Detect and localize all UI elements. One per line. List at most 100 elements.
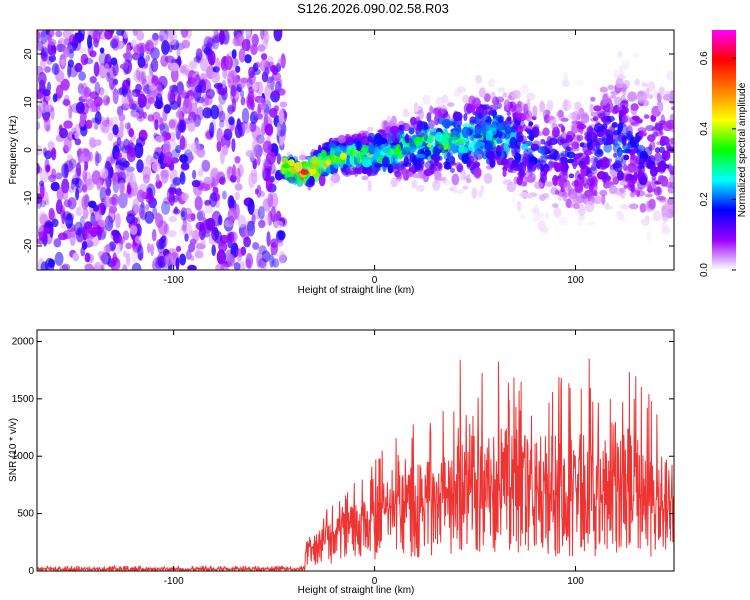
spectrogram-cell: [128, 103, 138, 110]
spectrogram-cell: [478, 190, 483, 198]
spectrogram-cell: [349, 156, 355, 165]
spectrogram-cell: [60, 58, 66, 66]
spectrogram-cell: [247, 199, 255, 215]
spectrogram-cell: [484, 140, 493, 152]
snr-x-label: Height of straight line (km): [298, 585, 415, 596]
spectrogram-cell: [204, 204, 214, 214]
spectrogram-cell: [463, 113, 468, 121]
spectrogram-cell: [231, 97, 236, 112]
spectrogram-cell: [530, 143, 540, 151]
spectrogram-cell: [526, 99, 531, 111]
spectrogram-cell: [168, 162, 175, 171]
spectrogram-cell: [37, 40, 44, 51]
spectrogram-cell: [151, 229, 157, 242]
spectrogram-cell: [497, 87, 506, 93]
spectrogram-cell: [488, 104, 499, 112]
spectrogram-cell: [112, 60, 119, 76]
spectrogram-cell: [81, 184, 88, 193]
spectrogram-cell: [654, 123, 664, 131]
spectrogram-cell: [586, 177, 595, 187]
spectrogram-cell: [415, 140, 423, 147]
spectrogram-cell: [621, 115, 629, 123]
spectrogram-cell: [584, 200, 595, 213]
spectrogram-cell: [56, 186, 64, 202]
spectrogram-cell: [131, 103, 137, 110]
spectrogram-cell: [332, 145, 342, 151]
spectrogram-cell: [150, 243, 155, 257]
spectrogram-cell: [277, 58, 286, 67]
spectrogram-cell: [574, 101, 582, 111]
spectrogram-cell: [224, 220, 234, 228]
spectrogram-cell: [619, 180, 629, 186]
spectrogram-cell: [661, 210, 669, 218]
spectrogram-cell: [62, 188, 69, 201]
spectrogram-cell: [135, 83, 142, 94]
spectrogram-cell: [201, 159, 211, 172]
spectrogram-cell: [257, 103, 262, 114]
spectrogram-cell: [475, 74, 483, 84]
spectrogram-cell: [168, 215, 177, 223]
spectrogram-cell: [441, 94, 449, 104]
spectrogram-cell: [94, 81, 101, 96]
spectrogram-cell: [111, 229, 120, 237]
spectrogram-cell: [415, 184, 425, 192]
spectrogram-cell: [461, 143, 471, 154]
spectrogram-cell: [266, 231, 271, 247]
spectrogram-cell: [555, 111, 561, 118]
spectrogram-cell: [539, 100, 545, 113]
spectrogram-cell: [406, 152, 412, 160]
spectrogram-cell: [631, 115, 640, 121]
spectrogram-cell: [75, 206, 83, 217]
spectrogram-cell: [490, 91, 496, 102]
spectrogram-cell: [74, 167, 82, 179]
spectrogram-cell: [621, 70, 627, 75]
spectrogram-cell: [461, 153, 469, 164]
spectrogram-cell: [119, 140, 125, 152]
spectrogram-cell: [207, 50, 216, 66]
spectrogram-cell: [205, 41, 213, 57]
spectrogram-cell: [123, 97, 134, 109]
spectrogram-cell: [94, 111, 102, 125]
spectrogram-cell: [194, 250, 204, 259]
spectrogram-cell: [300, 160, 310, 168]
spectrogram-cell: [251, 33, 259, 47]
spectrogram-cell: [72, 36, 78, 51]
spectrogram-cell: [162, 108, 168, 122]
spectrogram-cell: [126, 213, 136, 224]
spectrogram-cell: [522, 124, 527, 132]
spectrogram-cell: [580, 169, 585, 180]
spectrogram-cell: [330, 172, 341, 184]
spectrogram-cell: [106, 71, 111, 83]
spectrogram-cell: [264, 60, 271, 75]
spectrogram-cell: [571, 162, 579, 167]
spectrogram-cell: [502, 92, 508, 98]
spectrogram-cell: [261, 122, 266, 136]
spectrogram-cell: [66, 154, 74, 162]
spectrogram-cell: [621, 59, 630, 70]
spectrogram-cell: [180, 162, 190, 171]
spectrogram-cell: [241, 38, 251, 52]
spectrogram-cell: [157, 255, 167, 268]
spectrogram-cell: [374, 143, 383, 153]
spectrogram-cell: [590, 96, 596, 102]
spectrogram-cell: [542, 193, 550, 199]
spectrogram-cell: [88, 151, 94, 162]
spectrogram-cell: [334, 157, 341, 165]
spectrogram-cell: [643, 146, 653, 156]
spectrogram-cell: [590, 111, 600, 118]
spectrogram-cell: [597, 165, 607, 170]
spectrogram-cell: [461, 123, 471, 128]
spectrogram-cell: [482, 115, 489, 120]
spectrogram-cell: [157, 102, 162, 110]
spectrogram-cell: [62, 211, 72, 221]
spectrogram-cell: [450, 136, 460, 145]
spectrogram-cell: [390, 115, 397, 127]
spectrogram-cell: [401, 170, 412, 177]
spectrogram-cell: [108, 165, 113, 179]
spectrogram-cell: [285, 176, 296, 182]
spectrogram-cell: [37, 30, 40, 43]
spectrogram-cell: [211, 36, 220, 50]
spectrogram-cell: [423, 168, 433, 177]
spectrogram-cell: [532, 105, 538, 118]
spectrogram-cell: [125, 252, 131, 267]
